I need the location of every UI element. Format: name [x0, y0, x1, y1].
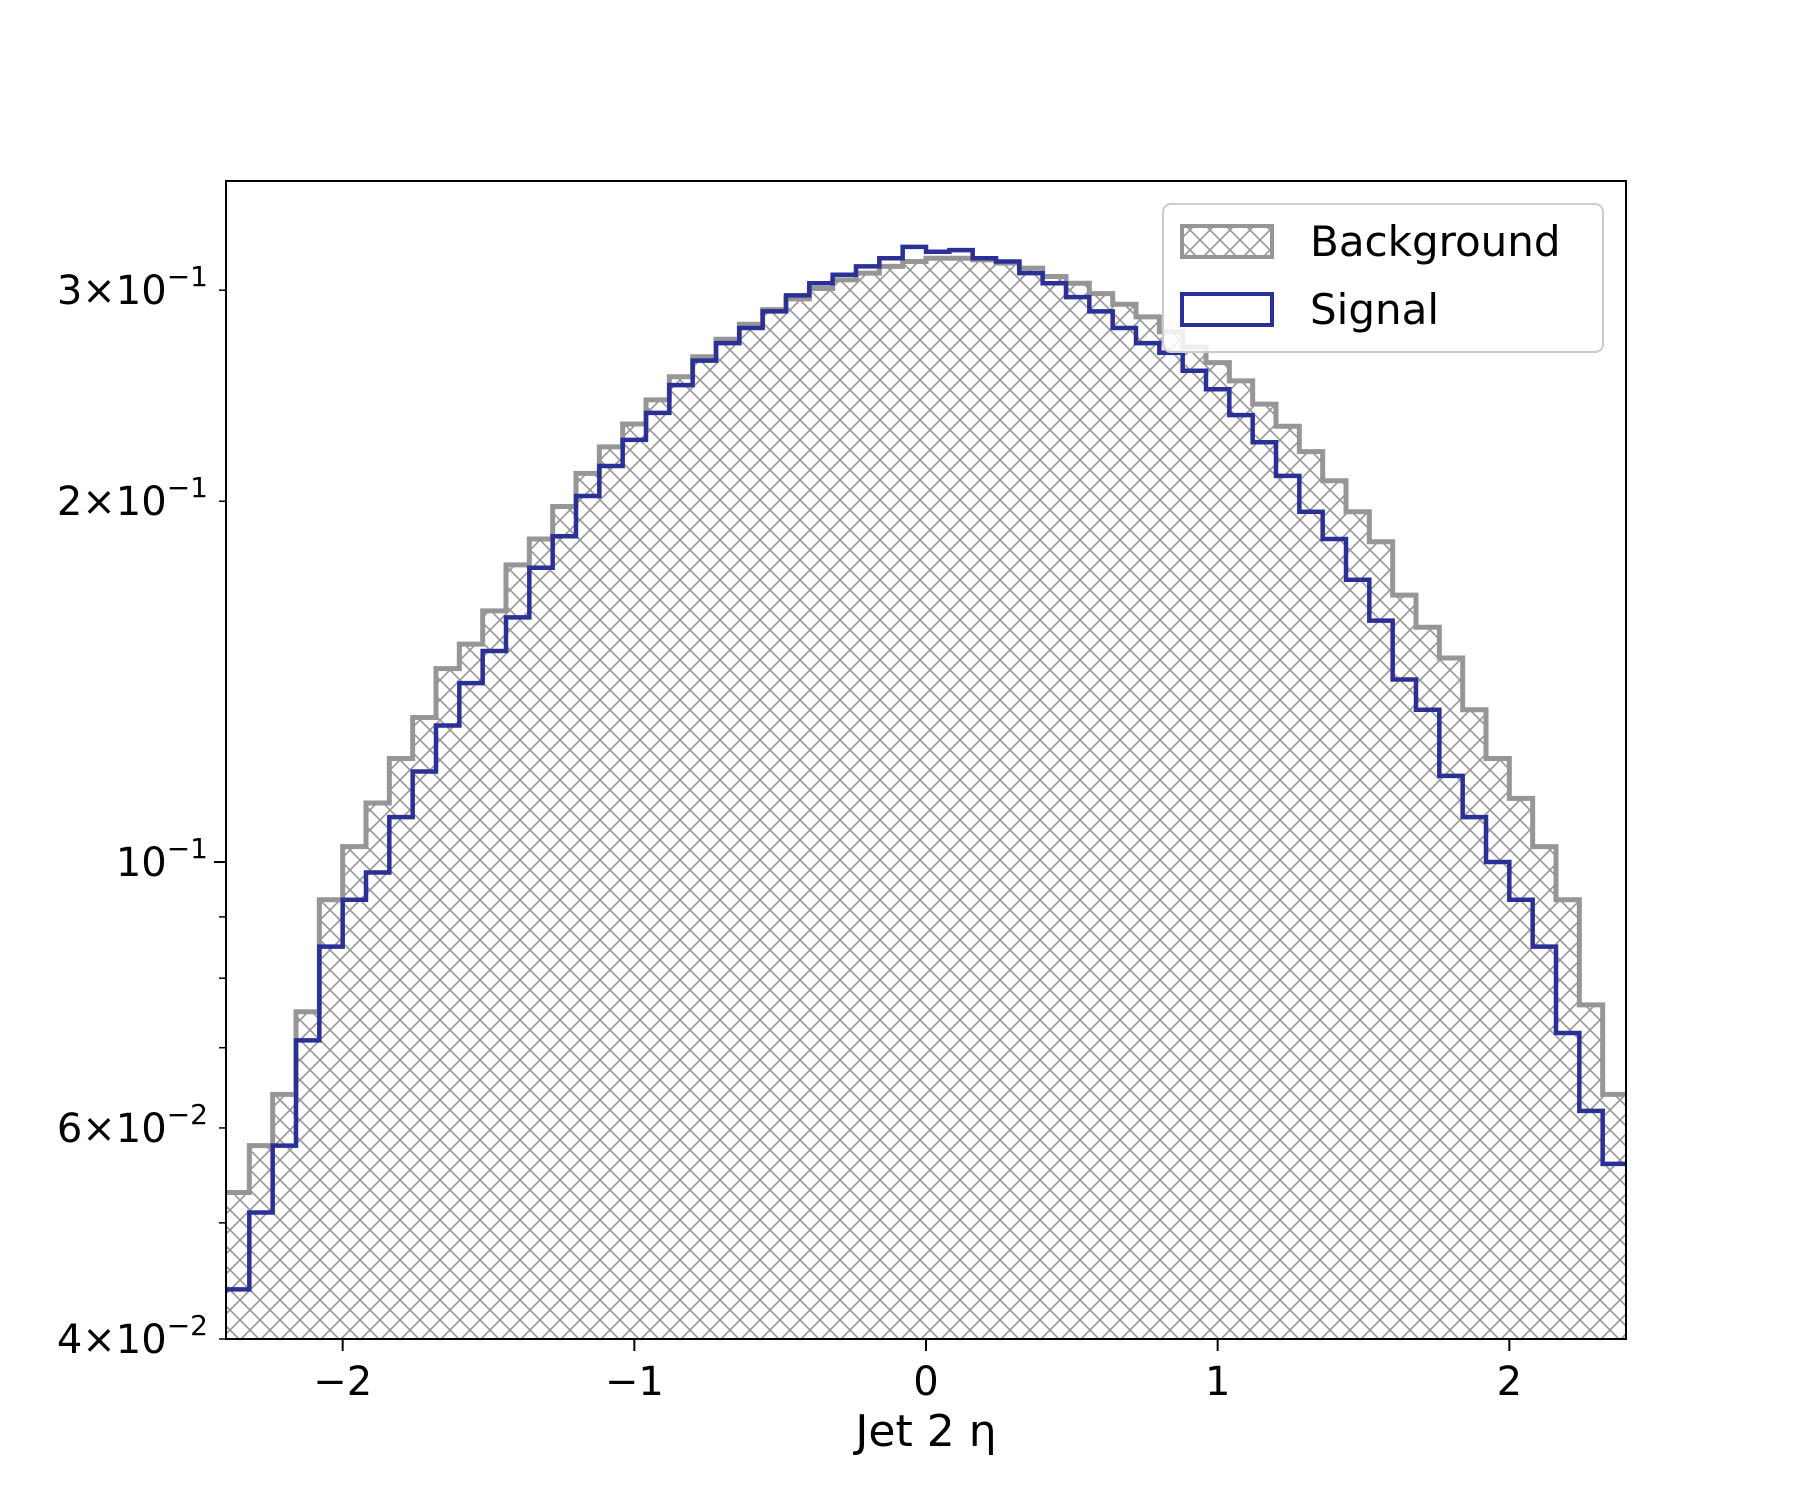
histogram-fill-background — [226, 258, 1626, 1339]
x-axis: −2 −1 0 1 2 — [313, 1339, 1522, 1405]
legend-swatch-background — [1180, 224, 1274, 259]
y-tick-label: 6×10−2 — [57, 1098, 208, 1152]
x-axis-label: Jet 2 η — [852, 1406, 996, 1457]
x-tick-label: 1 — [1205, 1359, 1230, 1405]
y-axis: 10−1 4×10−2 6×10−2 2×10−1 3×10−1 — [57, 260, 226, 1363]
legend-label-background: Background — [1310, 217, 1561, 266]
histogram-outline-background — [226, 255, 1626, 1196]
series-background — [226, 255, 1626, 1339]
histogram-outline-signal — [226, 244, 1626, 1292]
legend-label-signal: Signal — [1310, 285, 1439, 334]
y-tick-label: 3×10−1 — [57, 260, 208, 314]
y-tick-label: 2×10−1 — [57, 471, 208, 525]
legend-swatch-signal — [1180, 292, 1274, 327]
x-tick-label: −2 — [313, 1359, 372, 1405]
x-tick-label: −1 — [605, 1359, 664, 1405]
x-tick-label: 0 — [913, 1359, 938, 1405]
series-signal — [226, 244, 1626, 1292]
plot-area — [226, 244, 1626, 1339]
legend: Background Signal — [1162, 203, 1604, 353]
x-tick-label: 2 — [1497, 1359, 1522, 1405]
y-tick-label: 4×10−2 — [57, 1309, 208, 1363]
y-tick-label: 10−1 — [116, 832, 208, 886]
